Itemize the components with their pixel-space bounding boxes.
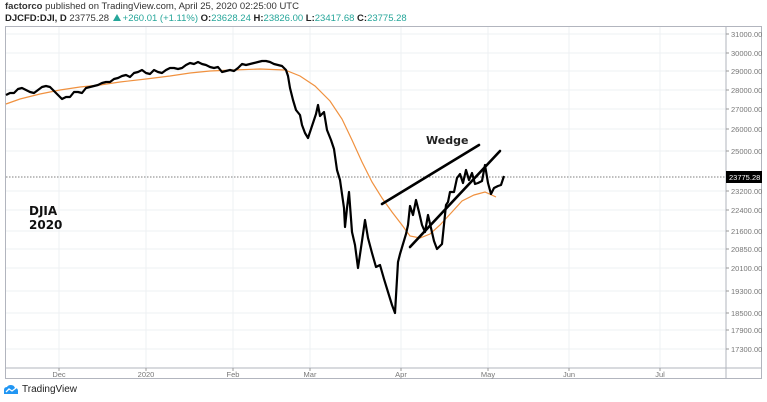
price-tick: 22400.00: [731, 206, 762, 215]
high-value: 23826.00: [263, 13, 304, 24]
published-text: published on TradingView.com, April 25, …: [45, 1, 299, 12]
grid: [6, 27, 726, 368]
open-value: 23628.24: [211, 13, 251, 24]
moving-average-line: [5, 68, 497, 239]
time-tick: Apr: [395, 370, 407, 379]
wedge-label[interactable]: Wedge: [426, 134, 468, 147]
chart-title-line2[interactable]: 2020: [29, 218, 62, 232]
price-tick: 29000.00: [731, 67, 762, 76]
current-price-value: 23775.28: [729, 173, 760, 182]
price-tick: 25000.00: [731, 147, 762, 156]
price-tick: 21600.00: [731, 227, 762, 236]
time-tick: Jun: [563, 370, 575, 379]
up-arrow-icon: [112, 14, 121, 21]
price-tick: 20100.00: [731, 264, 762, 273]
price-tick: 19300.00: [731, 287, 762, 296]
time-tick: Feb: [227, 370, 240, 379]
time-tick: Mar: [304, 370, 317, 379]
price-tick: 20850.00: [731, 245, 762, 254]
wedge-upper-trendline[interactable]: [380, 143, 481, 206]
price-tick: 18500.00: [731, 309, 762, 318]
chart-header: factorco published on TradingView.com, A…: [5, 1, 407, 25]
ohlc-line: DJCFD:DJI, D 23775.28 +260.01 (+1.11%) O…: [5, 13, 407, 25]
current-price-tag: 23775.28: [726, 171, 762, 183]
price-tick: 23200.00: [731, 187, 762, 196]
price-axis[interactable]: 31000.00 30000.00 29000.00 28000.00 2700…: [726, 30, 762, 354]
chart-title-line1[interactable]: DJIA: [29, 204, 58, 218]
publish-line: factorco published on TradingView.com, A…: [5, 1, 407, 13]
time-tick: Jul: [655, 370, 665, 379]
low-value: 23417.68: [314, 13, 355, 24]
price-tick: 27000.00: [731, 105, 762, 114]
last-price: 23775.28: [69, 13, 110, 24]
tradingview-logo-icon: [4, 385, 18, 394]
price-tick: 17900.00: [731, 326, 762, 335]
close-label: C:: [357, 13, 368, 24]
price-tick: 17300.00: [731, 345, 762, 354]
high-label: H:: [253, 13, 264, 24]
price-tick: 26000.00: [731, 125, 762, 134]
time-tick: May: [481, 370, 495, 379]
tradingview-brand-text: TradingView: [22, 384, 78, 395]
author-name[interactable]: factorco: [5, 1, 43, 12]
price-tick: 30000.00: [731, 49, 762, 58]
tradingview-branding[interactable]: TradingView: [3, 384, 77, 395]
price-tick: 28000.00: [731, 86, 762, 95]
low-label: L:: [305, 13, 315, 24]
time-tick: 2020: [138, 370, 155, 379]
price-line: [5, 59, 506, 315]
symbol-label: DJCFD:DJI, D: [5, 13, 67, 24]
wedge-lower-trendline[interactable]: [408, 149, 502, 249]
price-change: +260.01 (+1.11%): [122, 13, 199, 24]
chart-frame: [5, 26, 762, 379]
price-tick: 31000.00: [731, 30, 762, 39]
time-tick: Dec: [52, 370, 66, 379]
open-label: O:: [200, 13, 212, 24]
time-axis[interactable]: Dec 2020 Feb Mar Apr May Jun Jul: [52, 368, 665, 379]
close-value: 23775.28: [367, 13, 407, 24]
